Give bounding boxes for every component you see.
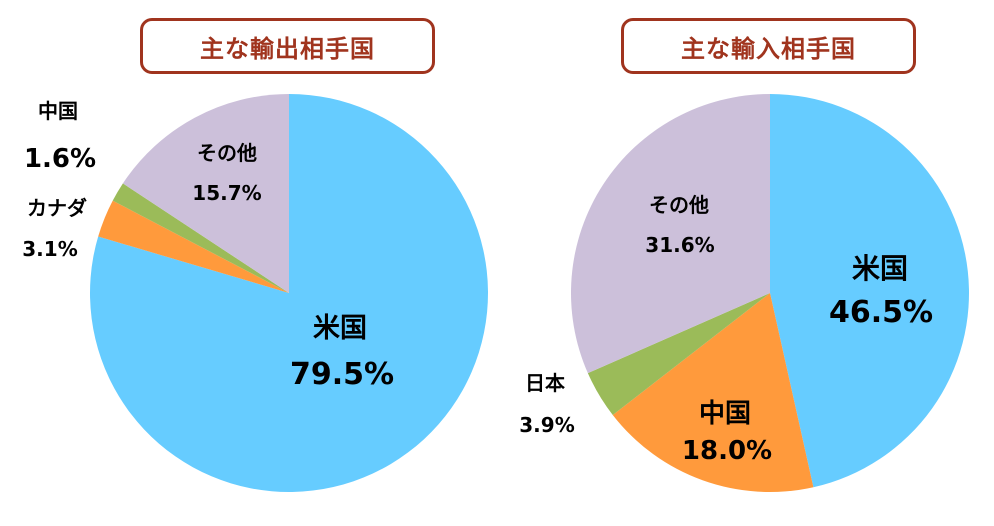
export-slice-value-2: 1.6% — [24, 144, 96, 174]
export-slice-value-1: 3.1% — [22, 237, 77, 261]
export-slice-label-0: 米国 — [313, 313, 367, 344]
export-slice-label-2: 中国 — [38, 99, 78, 123]
export-pie-slice-3 — [122, 94, 290, 293]
import-pie-slice-1 — [612, 293, 814, 492]
export-slice-value-3: 15.7% — [192, 181, 261, 205]
import-slice-value-3: 31.6% — [645, 233, 714, 257]
export-pie: 米国 79.5% カナダ 3.1% 中国 1.6% その他 15.7% — [22, 94, 488, 493]
export-pie-slice-0 — [90, 94, 488, 493]
import-slice-label-2: 日本 — [525, 371, 565, 395]
import-chart: 主な輸入相手国 米国 46.5% 中国 18.0% 日本 3.9% その他 31.6% — [497, 0, 994, 526]
import-slice-label-0: 米国 — [852, 252, 908, 285]
export-slice-value-0: 79.5% — [290, 357, 394, 392]
export-chart: 主な輸出相手国 米国 79.5% カナダ 3.1% 中国 1.6% その他 15.7% — [22, 18, 488, 493]
import-chart-title: 主な輸入相手国 — [621, 18, 916, 74]
export-chart-title: 主な輸出相手国 — [140, 18, 435, 74]
import-slice-value-1: 18.0% — [682, 436, 772, 466]
import-slice-value-2: 3.9% — [519, 413, 574, 437]
import-pie: 米国 46.5% 中国 18.0% 日本 3.9% その他 31.6% — [519, 94, 969, 492]
import-slice-value-0: 46.5% — [829, 295, 933, 330]
import-slice-label-3: その他 — [649, 193, 709, 217]
export-slice-label-3: その他 — [197, 141, 257, 165]
export-slice-label-1: カナダ — [27, 196, 87, 220]
export-pie-slice-2 — [112, 183, 289, 293]
import-pie-slice-3 — [571, 94, 770, 374]
import-slice-label-1: 中国 — [699, 399, 751, 429]
export-pie-slice-1 — [98, 200, 289, 293]
import-pie-slice-2 — [587, 293, 770, 415]
import-pie-slice-0 — [770, 94, 969, 488]
